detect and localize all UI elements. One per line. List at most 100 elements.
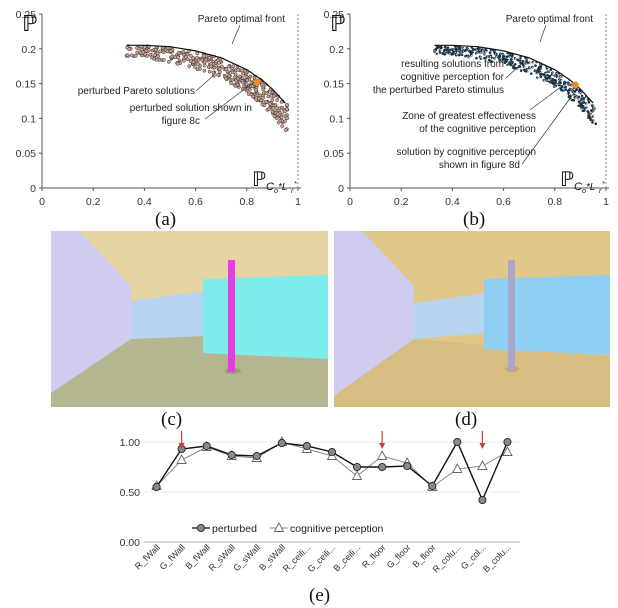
perturbed-solution-point	[227, 73, 231, 78]
cognitive-solution-point	[520, 57, 522, 59]
cognitive-solution-point	[561, 87, 564, 89]
cognitive-solution-point	[502, 60, 504, 63]
cognitive-point	[351, 470, 363, 480]
cognitive-solution-point	[546, 76, 548, 78]
perturbed-solution-point	[264, 91, 269, 95]
x-axis-subscript-mid: *L	[586, 182, 595, 193]
perturbed-solution-point	[216, 72, 220, 77]
perturbed-solution-point	[285, 102, 289, 107]
x-category-label: G_floor	[385, 542, 413, 570]
legend-perturbed-label: perturbed	[212, 523, 257, 535]
red-arrow-head	[379, 443, 386, 449]
cognitive-solution-point	[549, 68, 553, 71]
cognitive-solution-point	[588, 116, 592, 120]
cognitive-solution-point	[539, 72, 542, 76]
cognitive-solution-point	[568, 84, 570, 86]
cognitive-solution-point	[488, 51, 492, 54]
annotation-leader-line	[195, 74, 215, 92]
cognitive-solution-point	[494, 53, 497, 55]
perturbed-point	[277, 438, 286, 448]
perturbed-solution-point	[244, 82, 249, 86]
annotation-leader-line	[204, 81, 255, 120]
cognitive-solution-point	[511, 60, 514, 64]
perturbed-solution-point	[167, 59, 171, 64]
annotation-zone-line1: Zone of greatest effectiveness	[402, 111, 536, 122]
cognitive-solution-point	[570, 84, 572, 86]
caption-e: (e)	[309, 585, 331, 606]
perturbed-point	[227, 450, 236, 460]
perturbed-solution-point	[240, 68, 245, 73]
cognitive-solution-point	[540, 68, 542, 70]
cognitive-solution-point	[508, 61, 512, 64]
y-tick-label: 0	[338, 183, 344, 195]
perturbed-solution-point	[219, 64, 224, 69]
perturbed-solution-point	[268, 89, 272, 94]
cognitive-solution-point	[500, 60, 502, 62]
perturbed-solution-point	[133, 53, 138, 58]
cognitive-solution-point	[580, 100, 582, 102]
perturbed-solution-point	[207, 69, 212, 74]
cognitive-solution-point	[550, 81, 554, 84]
cognitive-solution-point	[541, 64, 543, 66]
cognitive-solution-point	[564, 85, 567, 89]
cognitive-solution-point	[479, 49, 481, 51]
cognitive-solution-point	[593, 107, 595, 109]
cognitive-solution-point	[560, 80, 562, 82]
perturbed-solution-point	[241, 71, 245, 76]
cognitive-solution-point	[437, 45, 441, 49]
cognitive-solution-point	[510, 55, 514, 58]
annotation-shown-line1: perturbed solution shown in	[130, 103, 252, 114]
cognitive-solution-point	[578, 97, 580, 100]
perturbed-solution-point	[191, 60, 196, 65]
y-tick-label: 1.00	[120, 437, 141, 449]
cognitive-solution-point	[507, 59, 509, 62]
caption-b: (b)	[463, 209, 486, 230]
perturbed-solution-point	[125, 53, 130, 57]
x-axis-symbol: ℙ	[252, 169, 266, 191]
cognitive-solution-point	[489, 60, 492, 63]
cognitive-solution-point	[468, 56, 470, 58]
cognitive-solution-point	[593, 110, 595, 112]
perturbed-point	[152, 482, 161, 492]
perturbed-solution-point	[155, 51, 160, 56]
x-tick-label: 1	[295, 196, 301, 208]
caption-a: (a)	[155, 209, 177, 230]
cognitive-solution-point	[593, 120, 595, 122]
annotation-pareto-front: Pareto optimal front	[198, 14, 285, 25]
x-tick-label: 0.6	[188, 196, 203, 208]
cognitive-solution-point	[589, 118, 592, 122]
cognitive-solution-point	[521, 59, 525, 63]
cognitive-solution-point	[467, 55, 469, 57]
cognitive-solution-point	[439, 46, 443, 50]
legend-perturbed-marker	[196, 523, 206, 533]
perturbed-solution-point	[229, 81, 233, 85]
cognitive-solution-point	[548, 74, 552, 78]
cognitive-solution-point	[552, 72, 554, 74]
cognitive-solution-point	[529, 62, 531, 64]
x-axis-subscript: C	[574, 181, 582, 193]
perturbed-solution-point	[280, 124, 285, 128]
y-tick-label: 0	[30, 183, 36, 195]
cognitive-solution-point	[467, 49, 469, 51]
cognitive-solution-point	[501, 59, 503, 61]
x-tick-label: 0.4	[445, 196, 460, 208]
cognitive-solution-point	[504, 56, 506, 58]
y-tick-label: 0.1	[21, 113, 36, 125]
perturbed-solution-point	[234, 79, 239, 83]
cognitive-solution-point	[482, 48, 484, 50]
cognitive-solution-point	[537, 77, 539, 79]
cognitive-solution-point	[591, 121, 594, 124]
perturbed-solution-point	[251, 94, 256, 99]
cognitive-solution-point	[532, 61, 534, 64]
cognitive-solution-point	[509, 55, 511, 57]
cognitive-solution-point	[479, 56, 481, 58]
cognitive-solution-point	[519, 69, 523, 72]
perturbed-solution-point	[255, 93, 260, 98]
perturbed-solution-point	[228, 78, 233, 82]
annotation-sol-line1: solution by cognitive perception	[396, 147, 536, 158]
cognitive-solution-point	[471, 48, 475, 51]
cognitive-solution-point	[441, 52, 445, 55]
cognitive-solution-point	[455, 54, 458, 56]
annotation-leader-line	[529, 79, 571, 111]
